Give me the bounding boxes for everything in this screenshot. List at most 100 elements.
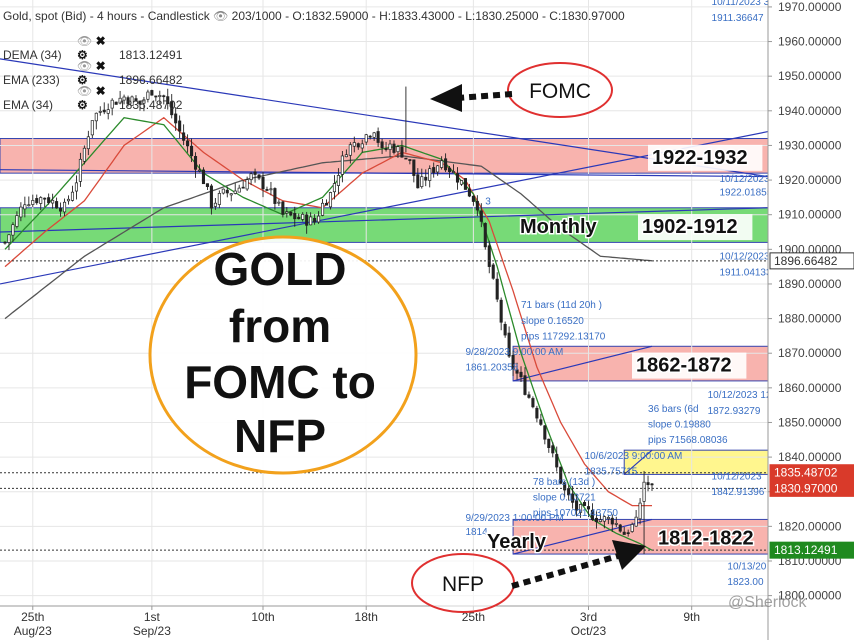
y-tick-label: 1930.00000 [778, 138, 842, 152]
x-tick-sublabel: Sep/23 [133, 624, 171, 638]
legend-ema233[interactable]: EMA (233) 👁 ✖ ⚙ 1896.66482 [3, 59, 182, 87]
drawing-tool-label: pips 107021.43750 [533, 508, 619, 519]
drawing-tool-label: 10/13/20 [727, 562, 766, 573]
candle [293, 212, 297, 220]
candle [7, 234, 11, 243]
candle [606, 517, 610, 520]
candle [78, 158, 82, 182]
chart-title-line: NFP [234, 410, 326, 462]
legend-name: EMA (34) [3, 98, 54, 112]
price-tag-label: 1813.12491 [774, 543, 838, 557]
drawing-tool-label: 78 bars (13d ) [533, 477, 595, 488]
candle [142, 99, 146, 104]
candle [610, 517, 614, 525]
candle [154, 95, 158, 98]
candle [416, 174, 420, 189]
zone-label-monthly: Monthly [520, 216, 598, 238]
gear-icon[interactable]: ⚙ [77, 48, 88, 62]
zone-1812-1822 [512, 518, 769, 555]
candle [217, 193, 221, 205]
drawing-tool-label: 10/6/2023 9:00:00 AM [585, 451, 683, 462]
candle [368, 135, 372, 138]
drawing-tool-label: 1911.36647 [712, 13, 765, 24]
eye-icon[interactable]: 👁 [77, 84, 93, 98]
candle [499, 299, 503, 323]
price-axis[interactable]: 1970.00000 1960.00000 1950.00000 1940.00000… [767, 0, 854, 640]
candle [186, 140, 190, 147]
candle [412, 159, 416, 176]
candle [360, 143, 364, 149]
candle [19, 206, 23, 218]
drawing-tool-label: 71 bars (11d 20h ) [521, 300, 602, 311]
y-tick-label: 1880.00000 [778, 312, 842, 326]
eye-icon[interactable]: 👁 [77, 34, 93, 48]
candle [253, 171, 257, 175]
candle [285, 211, 289, 214]
x-tick-label: 18th [355, 610, 378, 624]
trendline [512, 518, 653, 555]
zone-label-1922-1932: 1922-1932 [652, 147, 748, 169]
eye-icon[interactable]: 👁 [213, 9, 229, 23]
candle [384, 148, 388, 151]
zone-label-1902-1912-bg [638, 214, 753, 241]
candle [277, 201, 281, 204]
candle [47, 197, 51, 203]
candle [122, 96, 126, 101]
candle [269, 188, 273, 191]
candle [249, 173, 253, 181]
candle [535, 407, 539, 419]
candle [436, 165, 440, 173]
close-icon[interactable]: ✖ [95, 59, 106, 73]
candle [229, 193, 233, 196]
candle [388, 143, 392, 150]
candle [515, 369, 519, 374]
candle [459, 180, 464, 185]
candle [162, 95, 166, 98]
candle [487, 245, 491, 267]
close-icon[interactable]: ✖ [95, 84, 106, 98]
chart-title-line: GOLD [214, 243, 347, 295]
ohlc-values: - O:1832.59000 - H:1833.43000 - L:1830.2… [285, 9, 625, 23]
x-tick-label: 9th [683, 610, 700, 624]
legend-ema34[interactable]: EMA (34) 👁 ✖ ⚙ 1835.48702 [3, 84, 182, 112]
drawing-tool-label: 10/12/2023 [719, 252, 769, 263]
trendline [0, 169, 769, 178]
legend-dema34[interactable]: DEMA (34) 👁 ✖ ⚙ 1813.12491 [3, 34, 182, 62]
candle [451, 171, 456, 173]
price-tag [769, 479, 854, 497]
fomc-label: FOMC [529, 80, 591, 103]
candle [170, 101, 174, 116]
candle [182, 132, 186, 141]
drawing-tool-label: 1911.04133 [719, 267, 772, 278]
gear-icon[interactable]: ⚙ [77, 73, 88, 87]
candle [392, 143, 396, 153]
candle [193, 155, 198, 170]
candle [209, 185, 213, 209]
candle [646, 482, 650, 486]
candle [448, 167, 452, 173]
candle [174, 113, 178, 124]
trendline [623, 449, 653, 475]
zones-layer [0, 138, 769, 555]
candle [495, 278, 499, 300]
price-tag-label: 1835.48702 [774, 466, 838, 480]
candle [396, 146, 400, 153]
tool-labels-layer: 71 bars (11d 20h ) slope 0.16520 pips 1172… [465, 0, 772, 588]
candle [638, 502, 642, 520]
candle [586, 506, 591, 510]
candle [503, 323, 507, 336]
candle [444, 158, 448, 171]
watermark: @Sherlock [728, 594, 807, 611]
x-tick-label: 3rd [580, 610, 597, 624]
candle [642, 481, 646, 502]
zone-label-1812-1822: 1812-1822 [658, 528, 754, 550]
candle [134, 98, 138, 102]
close-icon[interactable]: ✖ [95, 34, 106, 48]
eye-icon[interactable]: 👁 [77, 59, 93, 73]
gear-icon[interactable]: ⚙ [77, 98, 88, 112]
candle [467, 188, 471, 197]
candle [82, 147, 86, 162]
trendline [512, 345, 653, 382]
